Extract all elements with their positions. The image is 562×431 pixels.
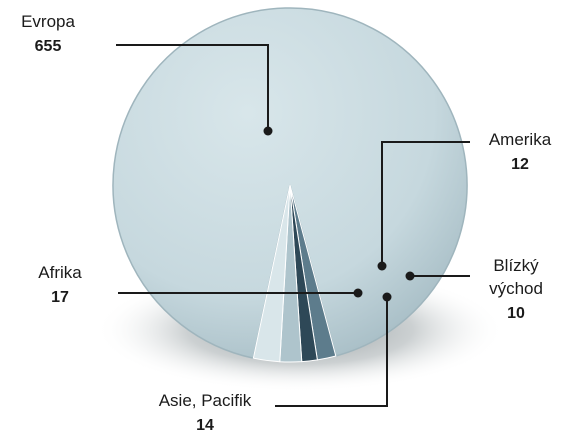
label-afrika: Afrika 17 [38,263,82,306]
slice-afrika [252,184,291,363]
label-evropa-name: Evropa [21,12,75,31]
label-blizky-vychod: Blízký východ 10 [489,256,543,322]
label-amerika-name: Amerika [489,130,552,149]
label-asie-pacifik: Asie, Pacifik 14 [159,391,252,431]
label-asie-pacifik-value: 14 [196,417,214,431]
label-afrika-name: Afrika [38,263,82,282]
label-blizky-vychod-line1: Blízký [493,256,539,275]
label-afrika-value: 17 [51,289,69,306]
label-evropa-value: 655 [35,38,62,55]
slice-evropa [112,7,468,360]
label-amerika: Amerika 12 [489,130,552,173]
label-blizky-vychod-value: 10 [507,305,525,322]
leader-amerika [381,141,470,266]
leader-asie-pacifik [275,297,388,407]
label-evropa: Evropa 655 [21,12,75,55]
label-amerika-value: 12 [511,156,529,173]
label-blizky-vychod-line2: východ [489,279,543,298]
pie-slices [112,7,468,363]
dot-asie-pacifik [382,292,392,302]
dot-amerika [377,261,387,271]
dot-blizky-vychod [405,271,415,281]
dot-evropa [263,126,273,136]
label-asie-pacifik-name: Asie, Pacifik [159,391,252,410]
leader-evropa [116,44,269,131]
dot-afrika [353,288,363,298]
